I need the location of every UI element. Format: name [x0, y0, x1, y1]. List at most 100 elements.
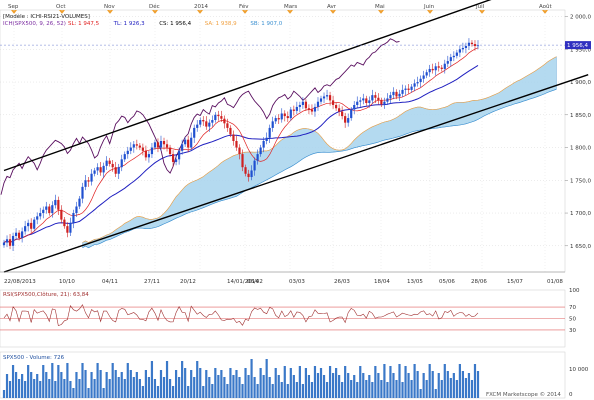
volume-bar [84, 370, 87, 398]
candle-body [111, 163, 114, 168]
candle-body [298, 104, 301, 107]
candle-body [464, 46, 468, 48]
candle-body [8, 239, 12, 246]
senkou-a-line [82, 56, 557, 243]
volume-bar [467, 373, 471, 398]
volume-bar [11, 365, 15, 398]
candle-body [280, 113, 283, 120]
current-price-label: 1 956,4 [567, 43, 588, 49]
candle-body [48, 206, 51, 214]
volume-bar [428, 364, 431, 398]
candle-body [295, 106, 298, 111]
volume-bar [416, 371, 419, 398]
volume-bar [111, 363, 114, 398]
candle-body [473, 44, 477, 47]
candle-body [401, 89, 404, 94]
volume-bar [244, 368, 247, 398]
volume-bar [413, 364, 416, 398]
volume-bar [410, 380, 413, 398]
date-label-5: 14/01/2014 [227, 279, 259, 285]
volume-bar [455, 380, 458, 398]
candle-body [21, 231, 24, 238]
candle-body [443, 63, 446, 69]
candle-body [162, 141, 166, 145]
candle-body [202, 120, 205, 122]
candle-body [310, 109, 314, 112]
month-marker-0 [11, 10, 17, 14]
volume-bar [235, 370, 238, 398]
month-marker-4 [197, 10, 203, 14]
date-label-14: 01/08 [547, 279, 563, 285]
rsi-line [3, 304, 479, 326]
candle-body [328, 95, 332, 101]
candle-body [368, 100, 371, 104]
volume-bar [196, 361, 199, 398]
candle-body [422, 75, 425, 79]
volume-bar [344, 366, 347, 398]
volume-bar [54, 381, 57, 398]
volume-bar [24, 381, 27, 398]
candle-body [93, 170, 96, 174]
candle-body [99, 167, 102, 173]
candle-body [413, 83, 416, 87]
candle-body [344, 116, 347, 123]
volume-bar [341, 382, 344, 398]
date-label-0: 22/08/2013 [4, 279, 36, 285]
volume-bar [380, 380, 383, 398]
volume-bar [304, 368, 308, 398]
volume-bar [75, 372, 78, 398]
volume-bar [434, 389, 437, 398]
candle-body [84, 180, 87, 187]
candle-body [301, 101, 304, 105]
watermark: FXCM Marketscope © 2014 [486, 391, 561, 398]
volume-bar [229, 368, 232, 398]
candle-body [205, 121, 208, 127]
candle-body [271, 121, 274, 128]
candle-body [338, 108, 341, 112]
date-label-10: 13/05 [407, 279, 423, 285]
month-marker-7 [330, 10, 336, 14]
volume-bar [262, 375, 265, 398]
y-tick-label-4: 1 850,0 [570, 113, 591, 119]
month-label-1: Oct [56, 4, 66, 10]
volume-bar [129, 370, 132, 398]
candle-body [138, 145, 141, 148]
volume-bar [404, 366, 407, 398]
candle-body [374, 95, 377, 98]
candle-body [356, 101, 359, 105]
volume-bar [401, 382, 404, 398]
volume-bar [14, 372, 18, 398]
candle-body [102, 165, 105, 173]
date-label-6: 06/02 [247, 279, 263, 285]
volume-bar [60, 372, 63, 398]
candle-body [476, 45, 480, 47]
candle-body [229, 127, 232, 135]
candle-body [90, 173, 93, 182]
volume-bar [446, 371, 449, 398]
month-label-0: Sep [8, 4, 19, 10]
candle-body [425, 72, 428, 76]
candle-body [347, 118, 350, 123]
volume-bar [238, 377, 241, 398]
candle-body [250, 170, 253, 178]
volume-bar [452, 373, 455, 398]
candle-body [371, 95, 374, 101]
volume-bar [120, 372, 123, 398]
volume-bar [174, 370, 178, 398]
volume-bar [99, 370, 102, 398]
volume-bar [338, 375, 341, 398]
volume-bar [443, 364, 446, 398]
date-label-8: 26/03 [334, 279, 350, 285]
volume-bar [39, 381, 42, 398]
candle-body [39, 213, 42, 217]
month-marker-3 [152, 10, 158, 14]
candle-body [114, 167, 117, 174]
candle-body [380, 100, 383, 105]
candle-body [446, 61, 449, 64]
volume-bar [422, 373, 425, 398]
readout-4: SB: 1 907,0 [250, 21, 282, 27]
candle-body [126, 150, 129, 155]
candle-body [416, 82, 419, 84]
channel-line-0 [3, 0, 492, 172]
volume-bar [371, 382, 374, 398]
